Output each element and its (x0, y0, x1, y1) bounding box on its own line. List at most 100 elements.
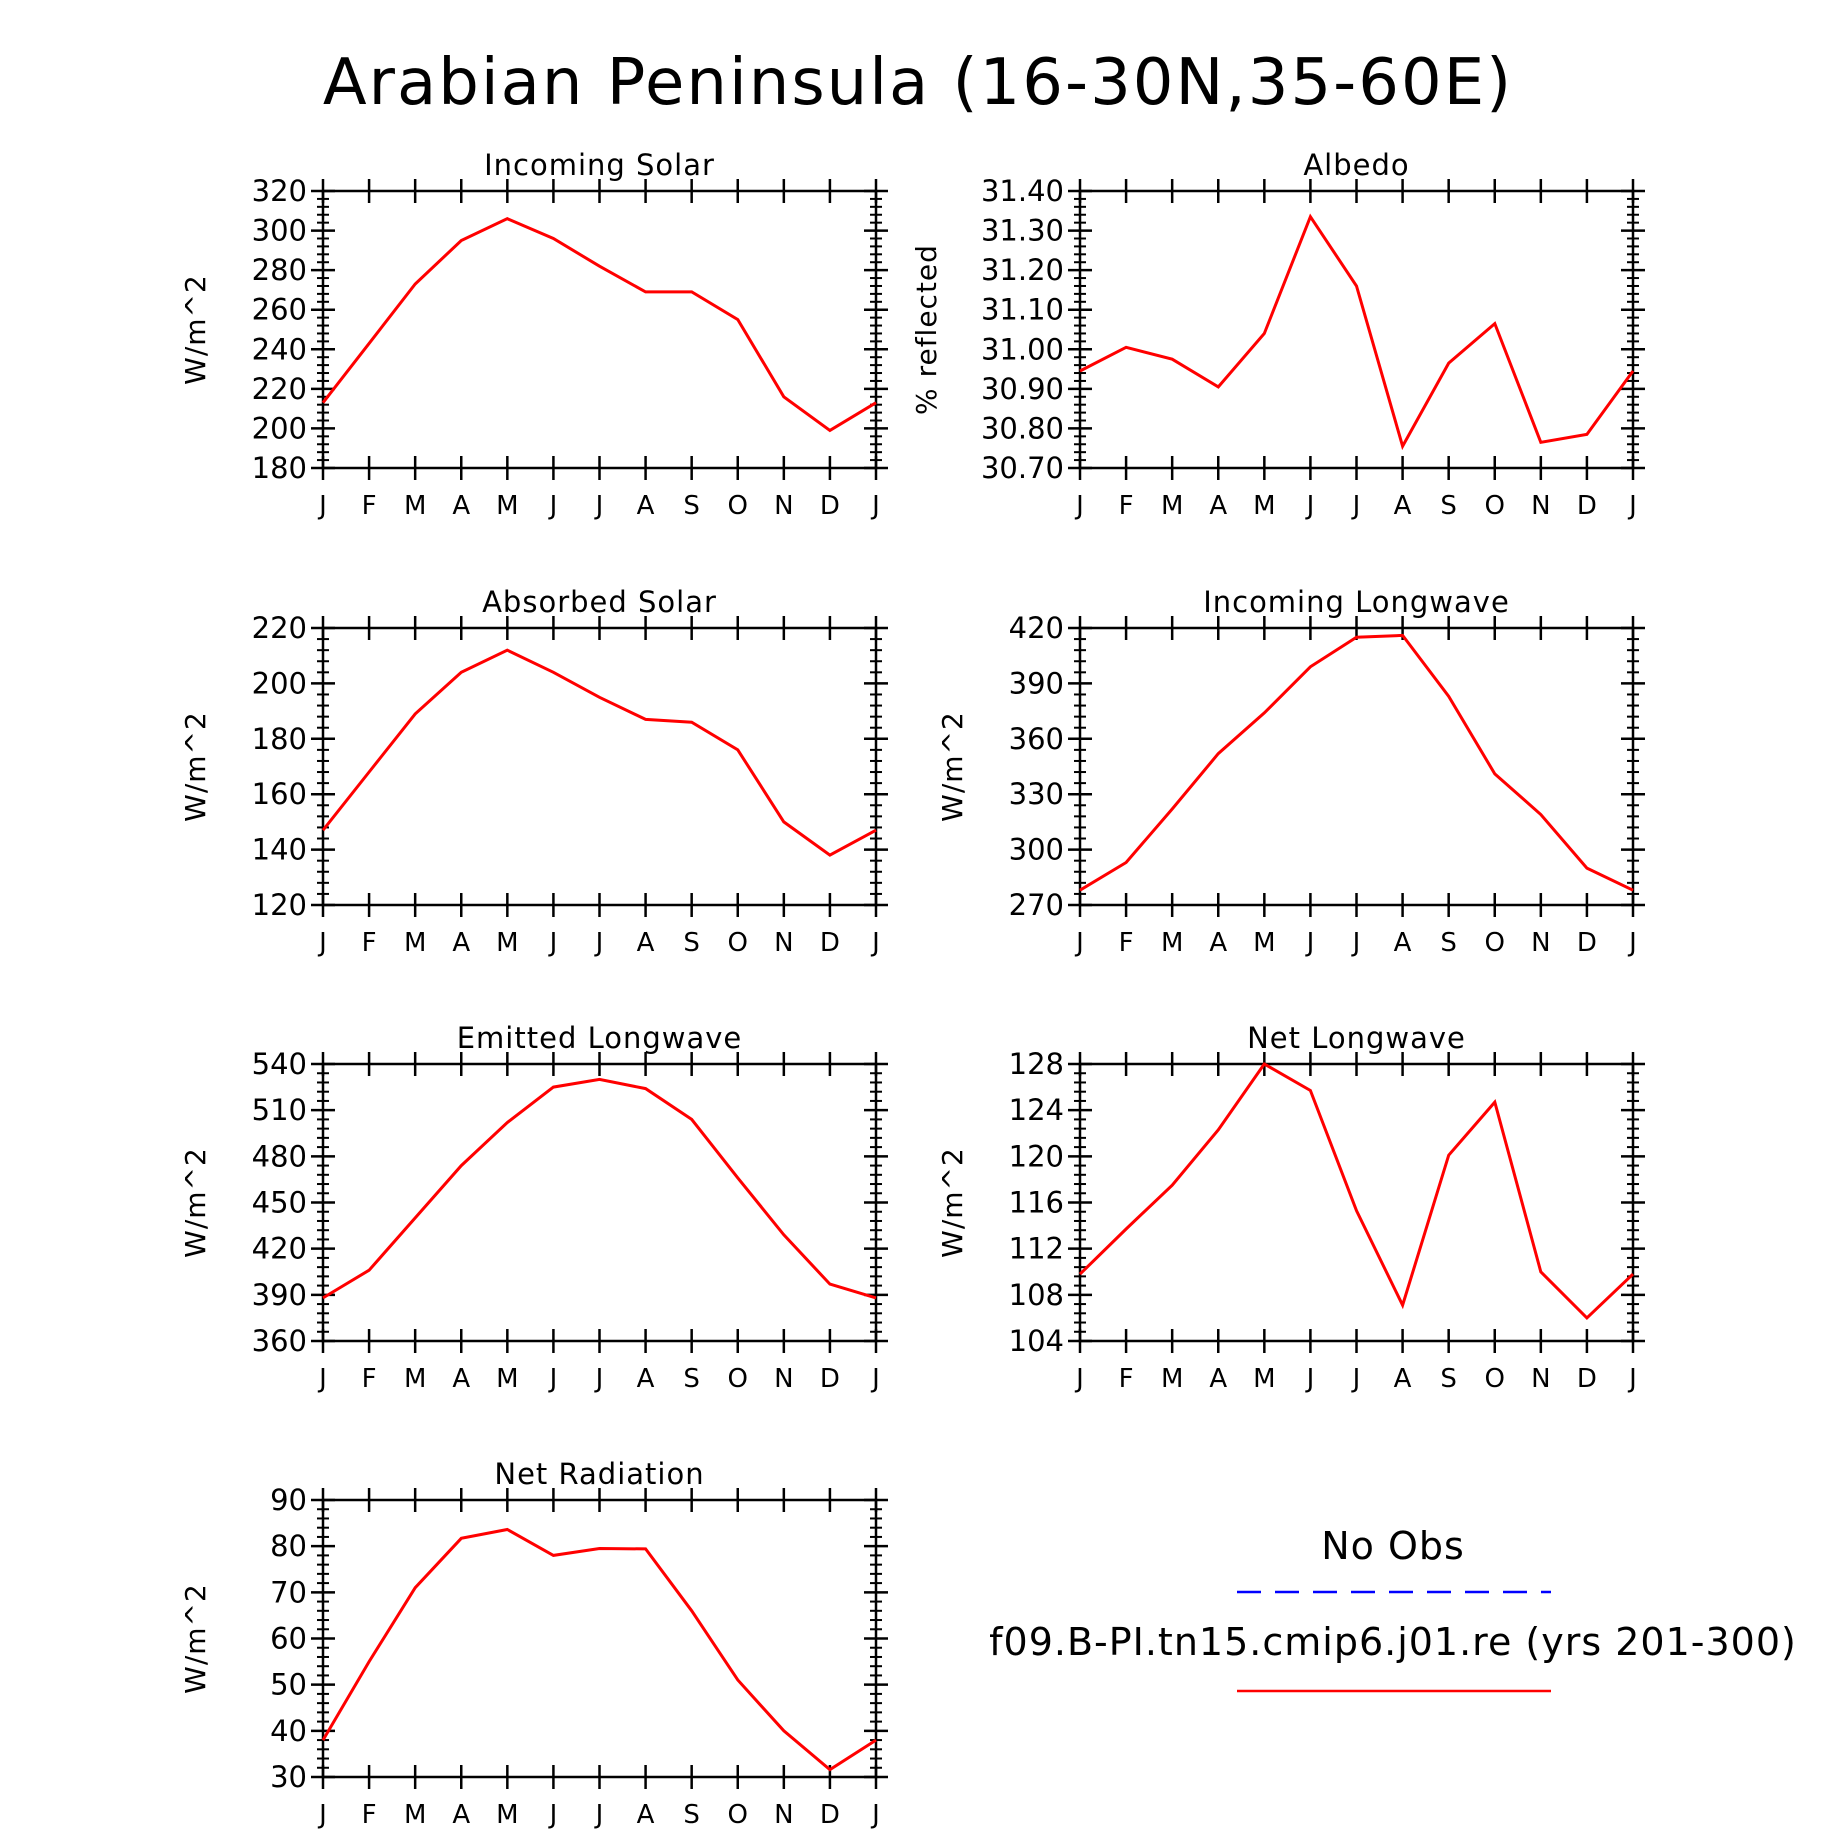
y-tick-label: 330 (1009, 777, 1064, 811)
panel-title: Incoming Solar (484, 148, 715, 182)
y-tick-label: 360 (252, 1324, 307, 1358)
y-tick-label: 260 (252, 293, 307, 327)
y-tick-label: 30 (270, 1760, 307, 1794)
x-tick-label: J (594, 1800, 604, 1830)
y-tick-label: 360 (1009, 722, 1064, 756)
x-tick-label: N (774, 1364, 793, 1394)
y-axis-label: W/m^2 (179, 1583, 212, 1694)
x-tick-label: D (1577, 491, 1597, 521)
y-axis-label: W/m^2 (179, 711, 212, 822)
x-tick-label: S (1440, 1364, 1457, 1394)
y-tick-label: 240 (252, 332, 307, 366)
y-tick-label: 280 (252, 253, 307, 287)
x-tick-label: M (404, 928, 426, 958)
y-tick-label: 220 (252, 372, 307, 406)
plot-frame (1078, 626, 1635, 907)
x-tick-label: J (317, 928, 327, 958)
x-tick-label: M (1253, 491, 1275, 521)
y-tick-label: 40 (270, 1714, 307, 1748)
x-tick-label: J (1074, 928, 1084, 958)
chart-panel: J F M A M J J A S O N D J320300280260240220200180Inc… (179, 148, 888, 521)
x-tick-label: O (1485, 928, 1505, 958)
x-tick-label: M (1253, 1364, 1275, 1394)
y-tick-label: 420 (1009, 611, 1064, 645)
y-tick-label: 540 (252, 1047, 307, 1081)
x-tick-label: J (594, 928, 604, 958)
y-tick-label: 108 (1009, 1278, 1064, 1312)
y-tick-label: 30.80 (981, 411, 1064, 445)
y-tick-label: 30.70 (981, 451, 1064, 485)
legend-label-obs: No Obs (1321, 1524, 1465, 1568)
x-tick-label: N (774, 928, 793, 958)
y-tick-label: 140 (252, 833, 307, 867)
x-tick-label: J (1351, 1364, 1361, 1394)
y-tick-label: 480 (252, 1139, 307, 1173)
chart-panel: J F M A M J J A S O N D J420390360330300270Incoming … (936, 585, 1645, 958)
y-tick-label: 120 (1009, 1139, 1064, 1173)
y-tick-label: 124 (1009, 1093, 1064, 1127)
x-tick-label: A (452, 1800, 470, 1830)
x-tick-label: J (548, 491, 558, 521)
plot-frame (321, 1498, 878, 1779)
x-tick-label: J (548, 1800, 558, 1830)
x-tick-label: D (820, 1800, 840, 1830)
x-tick-label: S (683, 491, 700, 521)
x-tick-label: O (728, 928, 748, 958)
y-tick-label: 270 (1009, 888, 1064, 922)
series-line (321, 1527, 877, 1772)
x-tick-label: A (452, 491, 470, 521)
x-tick-label: F (362, 491, 377, 521)
y-tick-label: 450 (252, 1186, 307, 1220)
plot-frame (1078, 1062, 1635, 1343)
y-tick-label: 510 (252, 1093, 307, 1127)
series-line (1079, 213, 1635, 451)
x-tick-label: F (362, 1800, 377, 1830)
y-tick-label: 120 (252, 888, 307, 922)
y-tick-label: 420 (252, 1232, 307, 1266)
chart-panel: J F M A M J J A S O N D J31.4031.3031.2031.1031.0030… (910, 148, 1645, 521)
x-tick-label: D (820, 1364, 840, 1394)
x-tick-label: O (728, 1364, 748, 1394)
y-tick-label: 116 (1009, 1186, 1064, 1220)
y-tick-label: 300 (252, 214, 307, 248)
x-tick-label: O (728, 1800, 748, 1830)
y-tick-label: 31.20 (981, 253, 1064, 287)
x-tick-label: N (774, 491, 793, 521)
x-tick-label: J (1074, 1364, 1084, 1394)
panel-title: Albedo (1303, 148, 1409, 182)
x-tick-label: M (1253, 928, 1275, 958)
y-axis-label: W/m^2 (936, 711, 969, 822)
figure-title: Arabian Peninsula (16-30N,35-60E) (323, 46, 1513, 120)
plot-frame (1078, 189, 1635, 470)
x-tick-label: O (1485, 1364, 1505, 1394)
x-tick-label: S (683, 1364, 700, 1394)
y-axis-label: % reflected (910, 244, 943, 415)
x-tick-label: J (1305, 928, 1315, 958)
x-tick-label: M (496, 1364, 518, 1394)
series-line (1079, 633, 1634, 892)
y-tick-label: 50 (270, 1668, 307, 1702)
y-tick-label: 390 (252, 1278, 307, 1312)
x-tick-label: N (1531, 928, 1550, 958)
legend: No Obs f09.B-PI.tn15.cmip6.j01.re (yrs 2… (989, 1524, 1796, 1693)
x-tick-label: F (1119, 928, 1134, 958)
x-tick-label: J (1351, 491, 1361, 521)
y-tick-label: 300 (1009, 833, 1064, 867)
x-tick-label: J (870, 928, 880, 958)
y-axis-label: W/m^2 (936, 1147, 969, 1258)
y-tick-label: 128 (1009, 1047, 1064, 1081)
x-tick-label: A (452, 928, 470, 958)
y-tick-label: 104 (1009, 1324, 1064, 1358)
x-tick-label: M (404, 1364, 426, 1394)
plot-frame (321, 1062, 878, 1343)
x-tick-label: M (404, 491, 426, 521)
x-tick-label: S (1440, 928, 1457, 958)
y-tick-label: 31.40 (981, 174, 1064, 208)
x-tick-label: A (1209, 491, 1227, 521)
y-tick-label: 200 (252, 411, 307, 445)
y-tick-label: 30.90 (981, 372, 1064, 406)
series-line (321, 648, 877, 857)
x-tick-label: F (1119, 491, 1134, 521)
